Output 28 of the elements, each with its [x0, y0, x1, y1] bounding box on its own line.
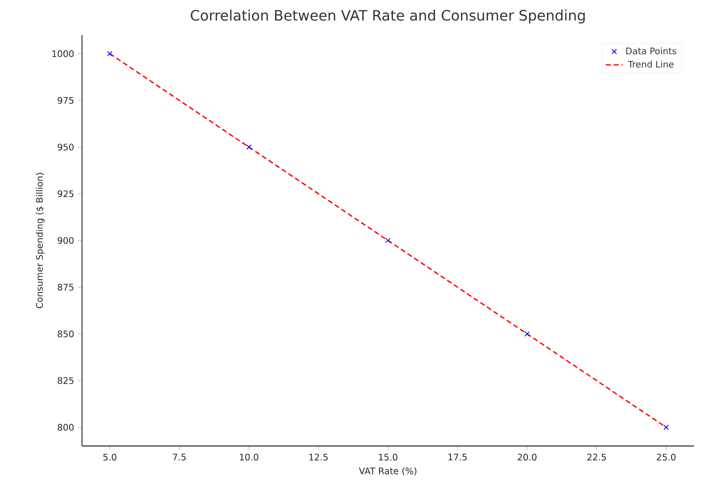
- y-tick-label: 1000: [52, 50, 74, 58]
- y-tick-label: 950: [58, 144, 74, 150]
- x-tick-label: 25.0: [656, 454, 676, 461]
- point: [246, 144, 252, 150]
- x-tick-label: 10.0: [240, 454, 258, 461]
- point: [107, 51, 112, 56]
- y-tick-label: 800: [58, 424, 74, 431]
- chart-title: Correlation Between VAT Rate and Consumer Spending: [190, 10, 585, 24]
- x-tick-label: 20.0: [518, 454, 536, 461]
- y-tick-label: 850: [58, 330, 74, 338]
- point: [385, 238, 391, 244]
- x-tick-label: 15.0: [379, 454, 398, 461]
- x-tick-label: 17.5: [448, 454, 467, 460]
- point: [664, 424, 669, 430]
- y-tick-label: 900: [58, 237, 74, 244]
- legend-label: Trend Line: [628, 60, 674, 68]
- y-tick-label: 975: [58, 96, 74, 104]
- y-tick-label: 925: [58, 190, 74, 198]
- legend-label: Data Points: [626, 47, 676, 54]
- point: [524, 331, 530, 337]
- x-tick-label: 12.5: [309, 454, 328, 461]
- y-tick-label: 875: [58, 284, 74, 291]
- x-tick-label: 5.0: [103, 454, 116, 461]
- x-tick-label: 22.5: [587, 454, 606, 461]
- y-axis-title: Consumer Spending ($ Billion): [36, 173, 45, 308]
- y-tick-label: 825: [58, 377, 74, 384]
- x-tick-label: 7.5: [172, 454, 186, 460]
- x-axis-title: VAT Rate (%): [358, 467, 416, 476]
